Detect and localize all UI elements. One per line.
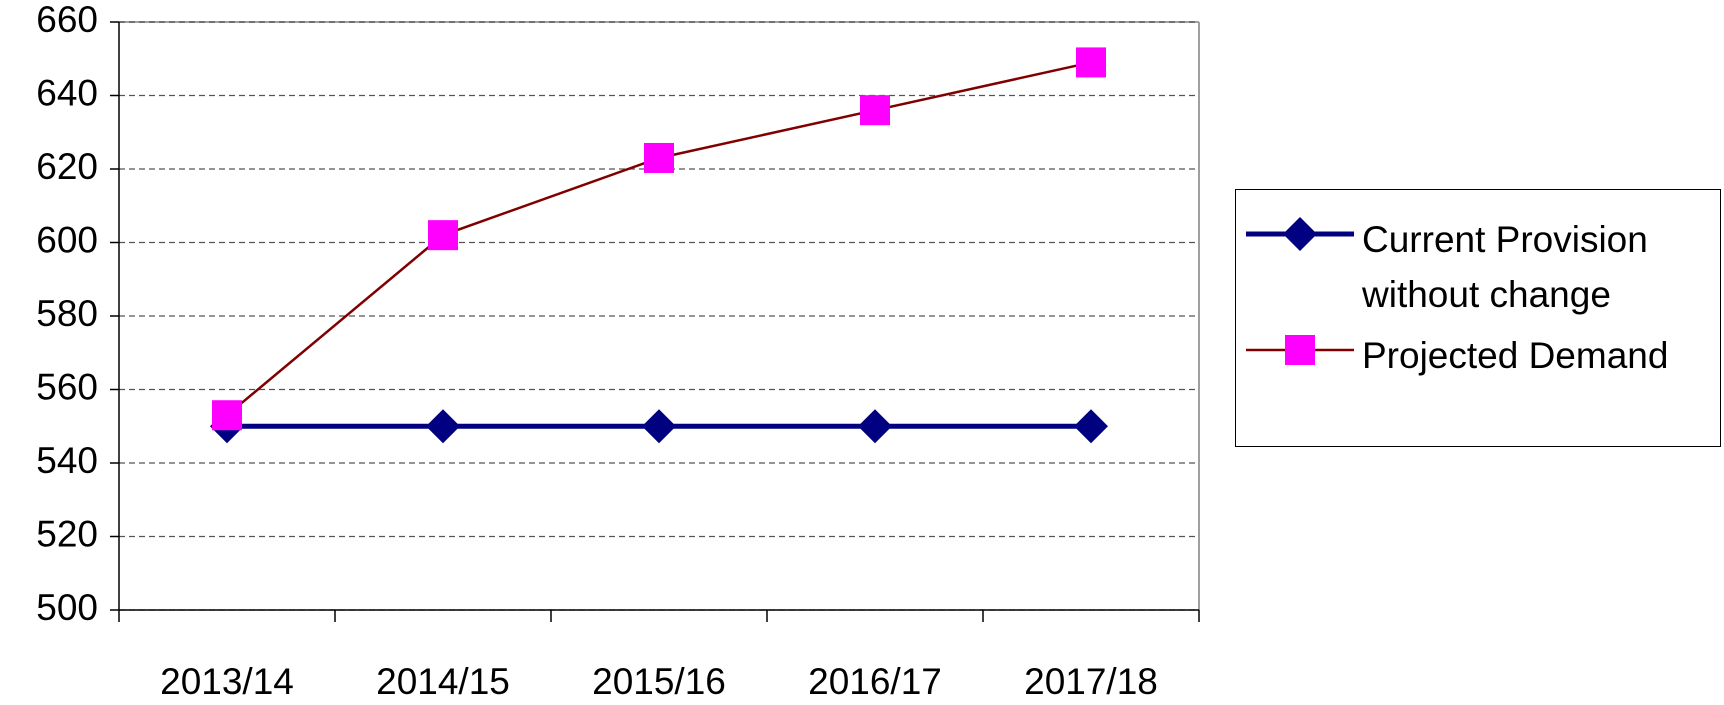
y-tick-label: 540: [36, 440, 98, 481]
series-line: [226, 61, 1092, 417]
marker: [860, 95, 890, 126]
marker: [858, 409, 892, 444]
legend: Current Provision without change Projecte…: [1235, 189, 1721, 447]
legend-symbol: [1246, 335, 1354, 365]
legend-label: Current Provision without change: [1362, 219, 1648, 315]
x-tick-label: 2016/17: [808, 661, 942, 702]
x-tick-label: 2017/18: [1024, 661, 1158, 702]
y-tick-label: 600: [36, 219, 98, 260]
marker: [426, 409, 460, 444]
y-tick-label: 580: [36, 293, 98, 334]
x-tick-label: 2014/15: [376, 661, 510, 702]
legend-label: Projected Demand: [1362, 335, 1669, 376]
y-tick-label: 520: [36, 513, 98, 554]
y-tick-label: 660: [36, 0, 98, 40]
marker: [1285, 335, 1315, 365]
y-tick-label: 560: [36, 366, 98, 407]
x-tick-label: 2013/14: [160, 661, 294, 702]
legend-symbol: [1246, 217, 1354, 251]
marker: [428, 220, 458, 251]
y-tick-label: 500: [36, 587, 98, 628]
marker: [1076, 47, 1106, 78]
legend-entry: Projected Demand: [1246, 328, 1712, 383]
y-tick-label: 640: [36, 72, 98, 113]
marker: [212, 400, 242, 431]
marker: [1283, 217, 1317, 251]
marker: [644, 142, 674, 173]
x-tick-label: 2015/16: [592, 661, 726, 702]
legend-entry: Current Provision without change: [1246, 212, 1712, 322]
marker: [642, 409, 676, 444]
y-tick-label: 620: [36, 146, 98, 187]
marker: [1074, 409, 1108, 444]
